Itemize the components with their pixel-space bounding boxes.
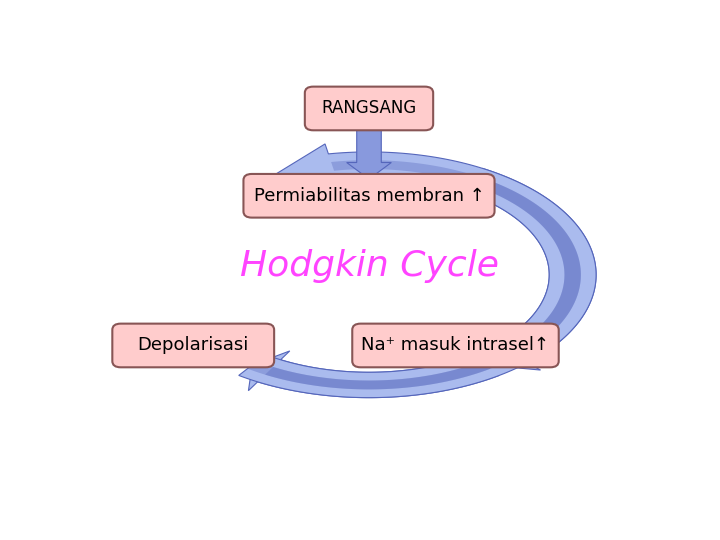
PathPatch shape xyxy=(239,144,596,397)
Text: RANGSANG: RANGSANG xyxy=(321,99,417,118)
PathPatch shape xyxy=(265,361,490,389)
Text: Hodgkin Cycle: Hodgkin Cycle xyxy=(240,249,498,284)
FancyBboxPatch shape xyxy=(112,323,274,367)
FancyBboxPatch shape xyxy=(305,86,433,130)
Text: Permiabilitas membran ↑: Permiabilitas membran ↑ xyxy=(253,187,485,205)
Text: Depolarisasi: Depolarisasi xyxy=(138,336,249,354)
PathPatch shape xyxy=(467,176,581,357)
FancyBboxPatch shape xyxy=(352,323,559,367)
PathPatch shape xyxy=(459,168,596,370)
Polygon shape xyxy=(347,129,392,179)
FancyBboxPatch shape xyxy=(243,174,495,218)
PathPatch shape xyxy=(248,160,581,389)
Text: Na⁺ masuk intrasel↑: Na⁺ masuk intrasel↑ xyxy=(361,336,549,354)
PathPatch shape xyxy=(248,351,499,397)
